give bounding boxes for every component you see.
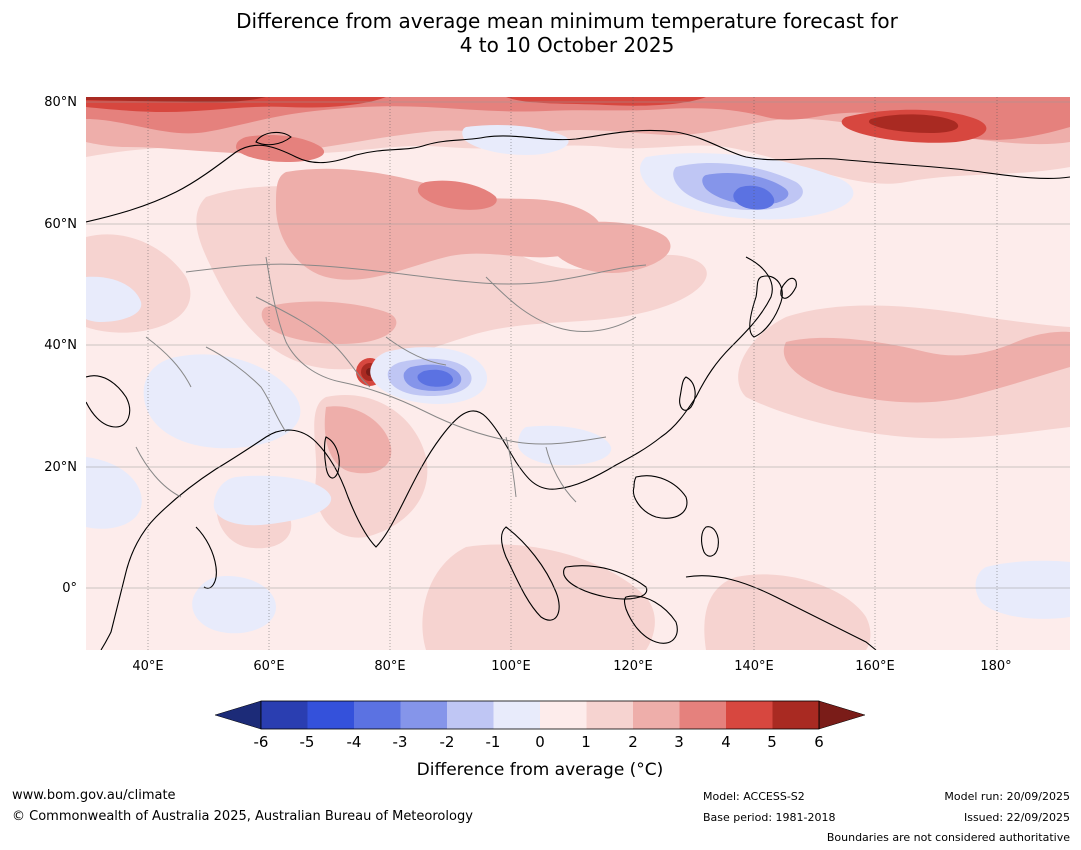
colorbar-bin-p3 bbox=[679, 701, 726, 729]
copyright-notice: © Commonwealth of Australia 2025, Austra… bbox=[12, 809, 473, 824]
anomaly-map bbox=[86, 97, 1070, 650]
lon-label-120e: 120°E bbox=[613, 659, 653, 674]
colorbar-bin-n5 bbox=[307, 701, 354, 729]
colorbar-tick: -1 bbox=[485, 733, 501, 751]
colorbar-bin-n3 bbox=[400, 701, 447, 729]
colorbar-tick: 4 bbox=[721, 733, 731, 751]
website-link[interactable]: www.bom.gov.au/climate bbox=[12, 788, 176, 803]
lon-label-140e: 140°E bbox=[734, 659, 774, 674]
lat-label-60n: 60°N bbox=[44, 217, 77, 232]
colorbar-bin-n2 bbox=[447, 701, 494, 729]
lat-label-0: 0° bbox=[62, 581, 77, 596]
colorbar bbox=[215, 700, 866, 730]
colorbar-tick: -4 bbox=[346, 733, 362, 751]
colorbar-tick: 5 bbox=[767, 733, 777, 751]
lon-label-80e: 80°E bbox=[374, 659, 406, 674]
colorbar-extend-high bbox=[818, 700, 866, 730]
colorbar-tick: 2 bbox=[628, 733, 638, 751]
lat-label-20n: 20°N bbox=[44, 460, 77, 475]
lon-label-60e: 60°E bbox=[253, 659, 285, 674]
colorbar-bin-p5 bbox=[772, 701, 819, 729]
title-line-2: 4 to 10 October 2025 bbox=[459, 33, 675, 57]
lon-label-40e: 40°E bbox=[132, 659, 164, 674]
anomaly-minus-4-to-minus-3 bbox=[417, 185, 775, 387]
colorbar-tick: -5 bbox=[299, 733, 315, 751]
title-line-1: Difference from average mean minimum tem… bbox=[236, 9, 898, 33]
colorbar-bin-p4 bbox=[726, 701, 773, 729]
colorbar-bin-n1 bbox=[493, 701, 540, 729]
model-info: Model: ACCESS-S2 bbox=[703, 790, 805, 803]
colorbar-tick: -6 bbox=[253, 733, 269, 751]
lat-label-40n: 40°N bbox=[44, 338, 77, 353]
colorbar-tick: -2 bbox=[439, 733, 455, 751]
lon-label-180: 180° bbox=[980, 659, 1012, 674]
colorbar-bin-p0 bbox=[540, 701, 587, 729]
lon-label-160e: 160°E bbox=[855, 659, 895, 674]
colorbar-bin-p2 bbox=[633, 701, 680, 729]
colorbar-extend-low bbox=[215, 700, 262, 730]
latitude-lines bbox=[86, 101, 1070, 589]
colorbar-tick: 6 bbox=[814, 733, 824, 751]
base-period-info: Base period: 1981-2018 bbox=[703, 811, 836, 824]
lat-label-80n: 80°N bbox=[44, 95, 77, 110]
colorbar-tick: -3 bbox=[392, 733, 408, 751]
map-title: Difference from average mean minimum tem… bbox=[0, 9, 1081, 57]
anomaly-3-to-4 bbox=[86, 97, 1070, 210]
colorbar-label: Difference from average (°C) bbox=[416, 760, 664, 780]
model-run-info: Model run: 20/09/2025 bbox=[944, 790, 1070, 803]
colorbar-bin-n4 bbox=[354, 701, 401, 729]
colorbar-tick: 0 bbox=[535, 733, 545, 751]
issued-info: Issued: 22/09/2025 bbox=[963, 811, 1070, 824]
country-borders bbox=[135, 256, 647, 503]
lon-label-100e: 100°E bbox=[491, 659, 531, 674]
boundaries-disclaimer: Boundaries are not considered authoritat… bbox=[826, 831, 1070, 844]
colorbar-tick: 3 bbox=[674, 733, 684, 751]
colorbar-tick: 1 bbox=[581, 733, 591, 751]
colorbar-bin-n6 bbox=[261, 701, 308, 729]
colorbar-bin-p1 bbox=[586, 701, 633, 729]
graticule bbox=[147, 97, 998, 650]
